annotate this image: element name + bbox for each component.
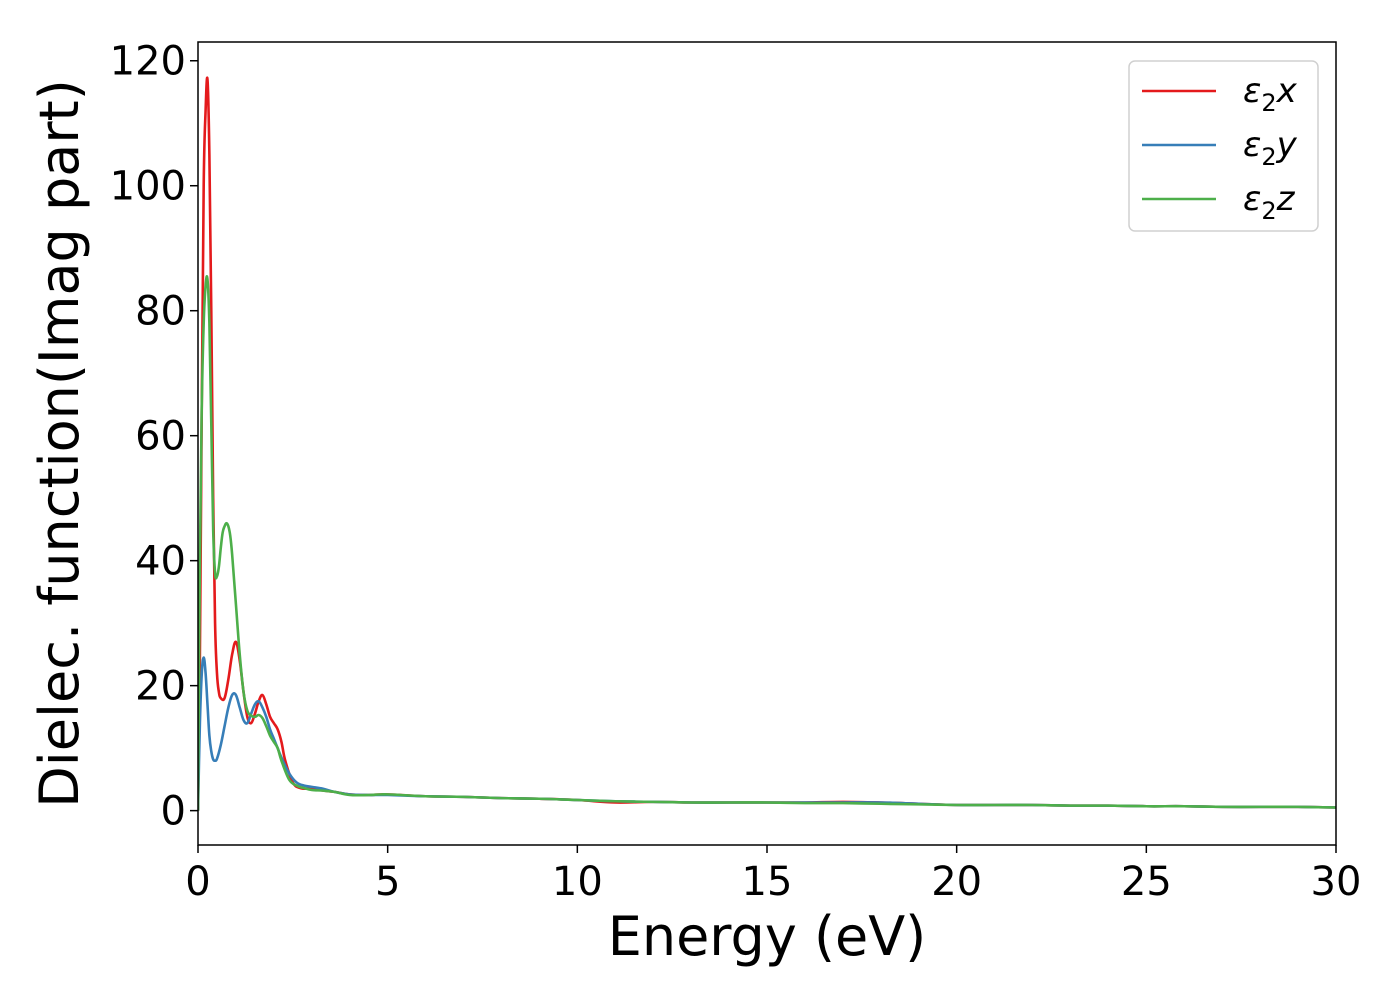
- legend-subscript: 2: [1261, 143, 1276, 171]
- y-axis-label: Dielec. function(Imag part): [28, 79, 91, 808]
- legend-component: y: [1276, 125, 1298, 165]
- legend-box: [1128, 60, 1319, 232]
- x-tick-label: 20: [931, 859, 982, 905]
- series-line-y: [198, 656, 1336, 811]
- x-axis: 0 5 10 15 20 25 30: [185, 845, 1361, 905]
- legend-symbol: ε: [1243, 71, 1261, 111]
- x-tick-label: 0: [185, 859, 210, 905]
- legend-symbol: ε: [1243, 125, 1261, 165]
- y-tick-label: 120: [110, 39, 186, 85]
- x-tick-label: 10: [552, 859, 603, 905]
- x-tick-label: 25: [1121, 859, 1172, 905]
- y-tick-label: 60: [135, 414, 186, 460]
- y-tick-label: 0: [161, 789, 186, 835]
- y-tick-label: 80: [135, 289, 186, 335]
- legend-component: x: [1276, 71, 1298, 111]
- y-tick-label: 100: [110, 164, 186, 210]
- legend-symbol: ε: [1243, 179, 1261, 219]
- legend-subscript: 2: [1261, 89, 1276, 117]
- legend-label-z: ε2z: [1243, 179, 1296, 225]
- legend-label-y: ε2y: [1243, 125, 1298, 171]
- legend-subscript: 2: [1261, 197, 1276, 225]
- x-tick-label: 15: [742, 859, 793, 905]
- x-tick-label: 30: [1311, 859, 1362, 905]
- plot-series-group: [198, 76, 1336, 811]
- y-axis: 0 20 40 60 80 100 120: [110, 39, 198, 835]
- y-tick-label: 40: [135, 539, 186, 585]
- legend-label-x: ε2x: [1243, 71, 1298, 117]
- legend-component: z: [1276, 179, 1296, 219]
- x-tick-label: 5: [375, 859, 400, 905]
- series-line-z: [198, 275, 1336, 811]
- y-tick-label: 20: [135, 664, 186, 710]
- x-axis-label: Energy (eV): [608, 905, 927, 968]
